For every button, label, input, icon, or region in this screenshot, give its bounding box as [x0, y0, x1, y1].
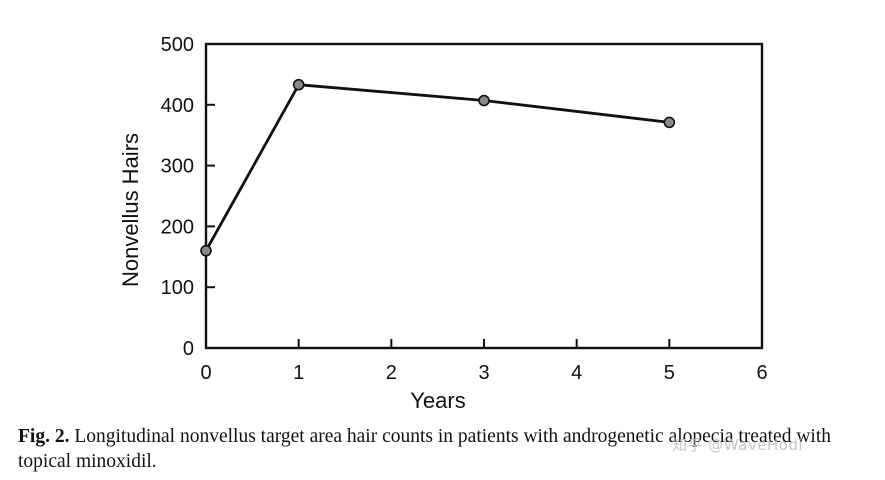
series: [200, 78, 676, 257]
x-tick-label: 3: [478, 362, 489, 384]
y-tick-label: 200: [161, 216, 194, 238]
y-tick-label: 300: [161, 156, 194, 178]
x-tick-label: 4: [571, 362, 582, 384]
data-point: [663, 116, 676, 129]
tick-labels: 0 100 200 300 400 500 0 1 2 3 4 5 6: [161, 34, 768, 384]
caption-label: Fig. 2.: [18, 426, 70, 447]
series-line: [204, 83, 670, 252]
caption-text: Longitudinal nonvellus target area hair …: [18, 426, 831, 472]
x-tick-label: 0: [200, 362, 211, 384]
axes: [204, 42, 764, 350]
line-chart: 0 100 200 300 400 500 0 1 2 3 4 5 6 Years Nonvellus …: [118, 34, 768, 413]
data-point: [478, 94, 490, 107]
y-tick-label: 100: [161, 277, 194, 299]
plot-frame: [204, 42, 764, 350]
y-tick-label: 400: [161, 95, 194, 117]
y-tick-label: 0: [183, 338, 194, 360]
data-point: [292, 78, 305, 91]
x-axis-label: Years: [410, 388, 465, 413]
watermark: 知乎 @WaveHodi: [672, 436, 804, 454]
chart: 0 100 200 300 400 500 0 1 2 3 4 5 6 Years Nonvellus …: [118, 34, 768, 413]
data-point: [200, 244, 212, 257]
axis-labels: Years Nonvellus Hairs: [118, 133, 466, 413]
x-tick-label: 6: [756, 362, 767, 384]
tick-marks: [205, 43, 763, 349]
y-tick-label: 500: [161, 34, 194, 56]
x-tick-label: 1: [293, 362, 304, 384]
x-tick-label: 5: [664, 362, 675, 384]
figure-caption: Fig. 2. Longitudinal nonvellus target ar…: [18, 424, 863, 474]
y-axis-label: Nonvellus Hairs: [118, 133, 143, 287]
x-tick-label: 2: [386, 362, 397, 384]
